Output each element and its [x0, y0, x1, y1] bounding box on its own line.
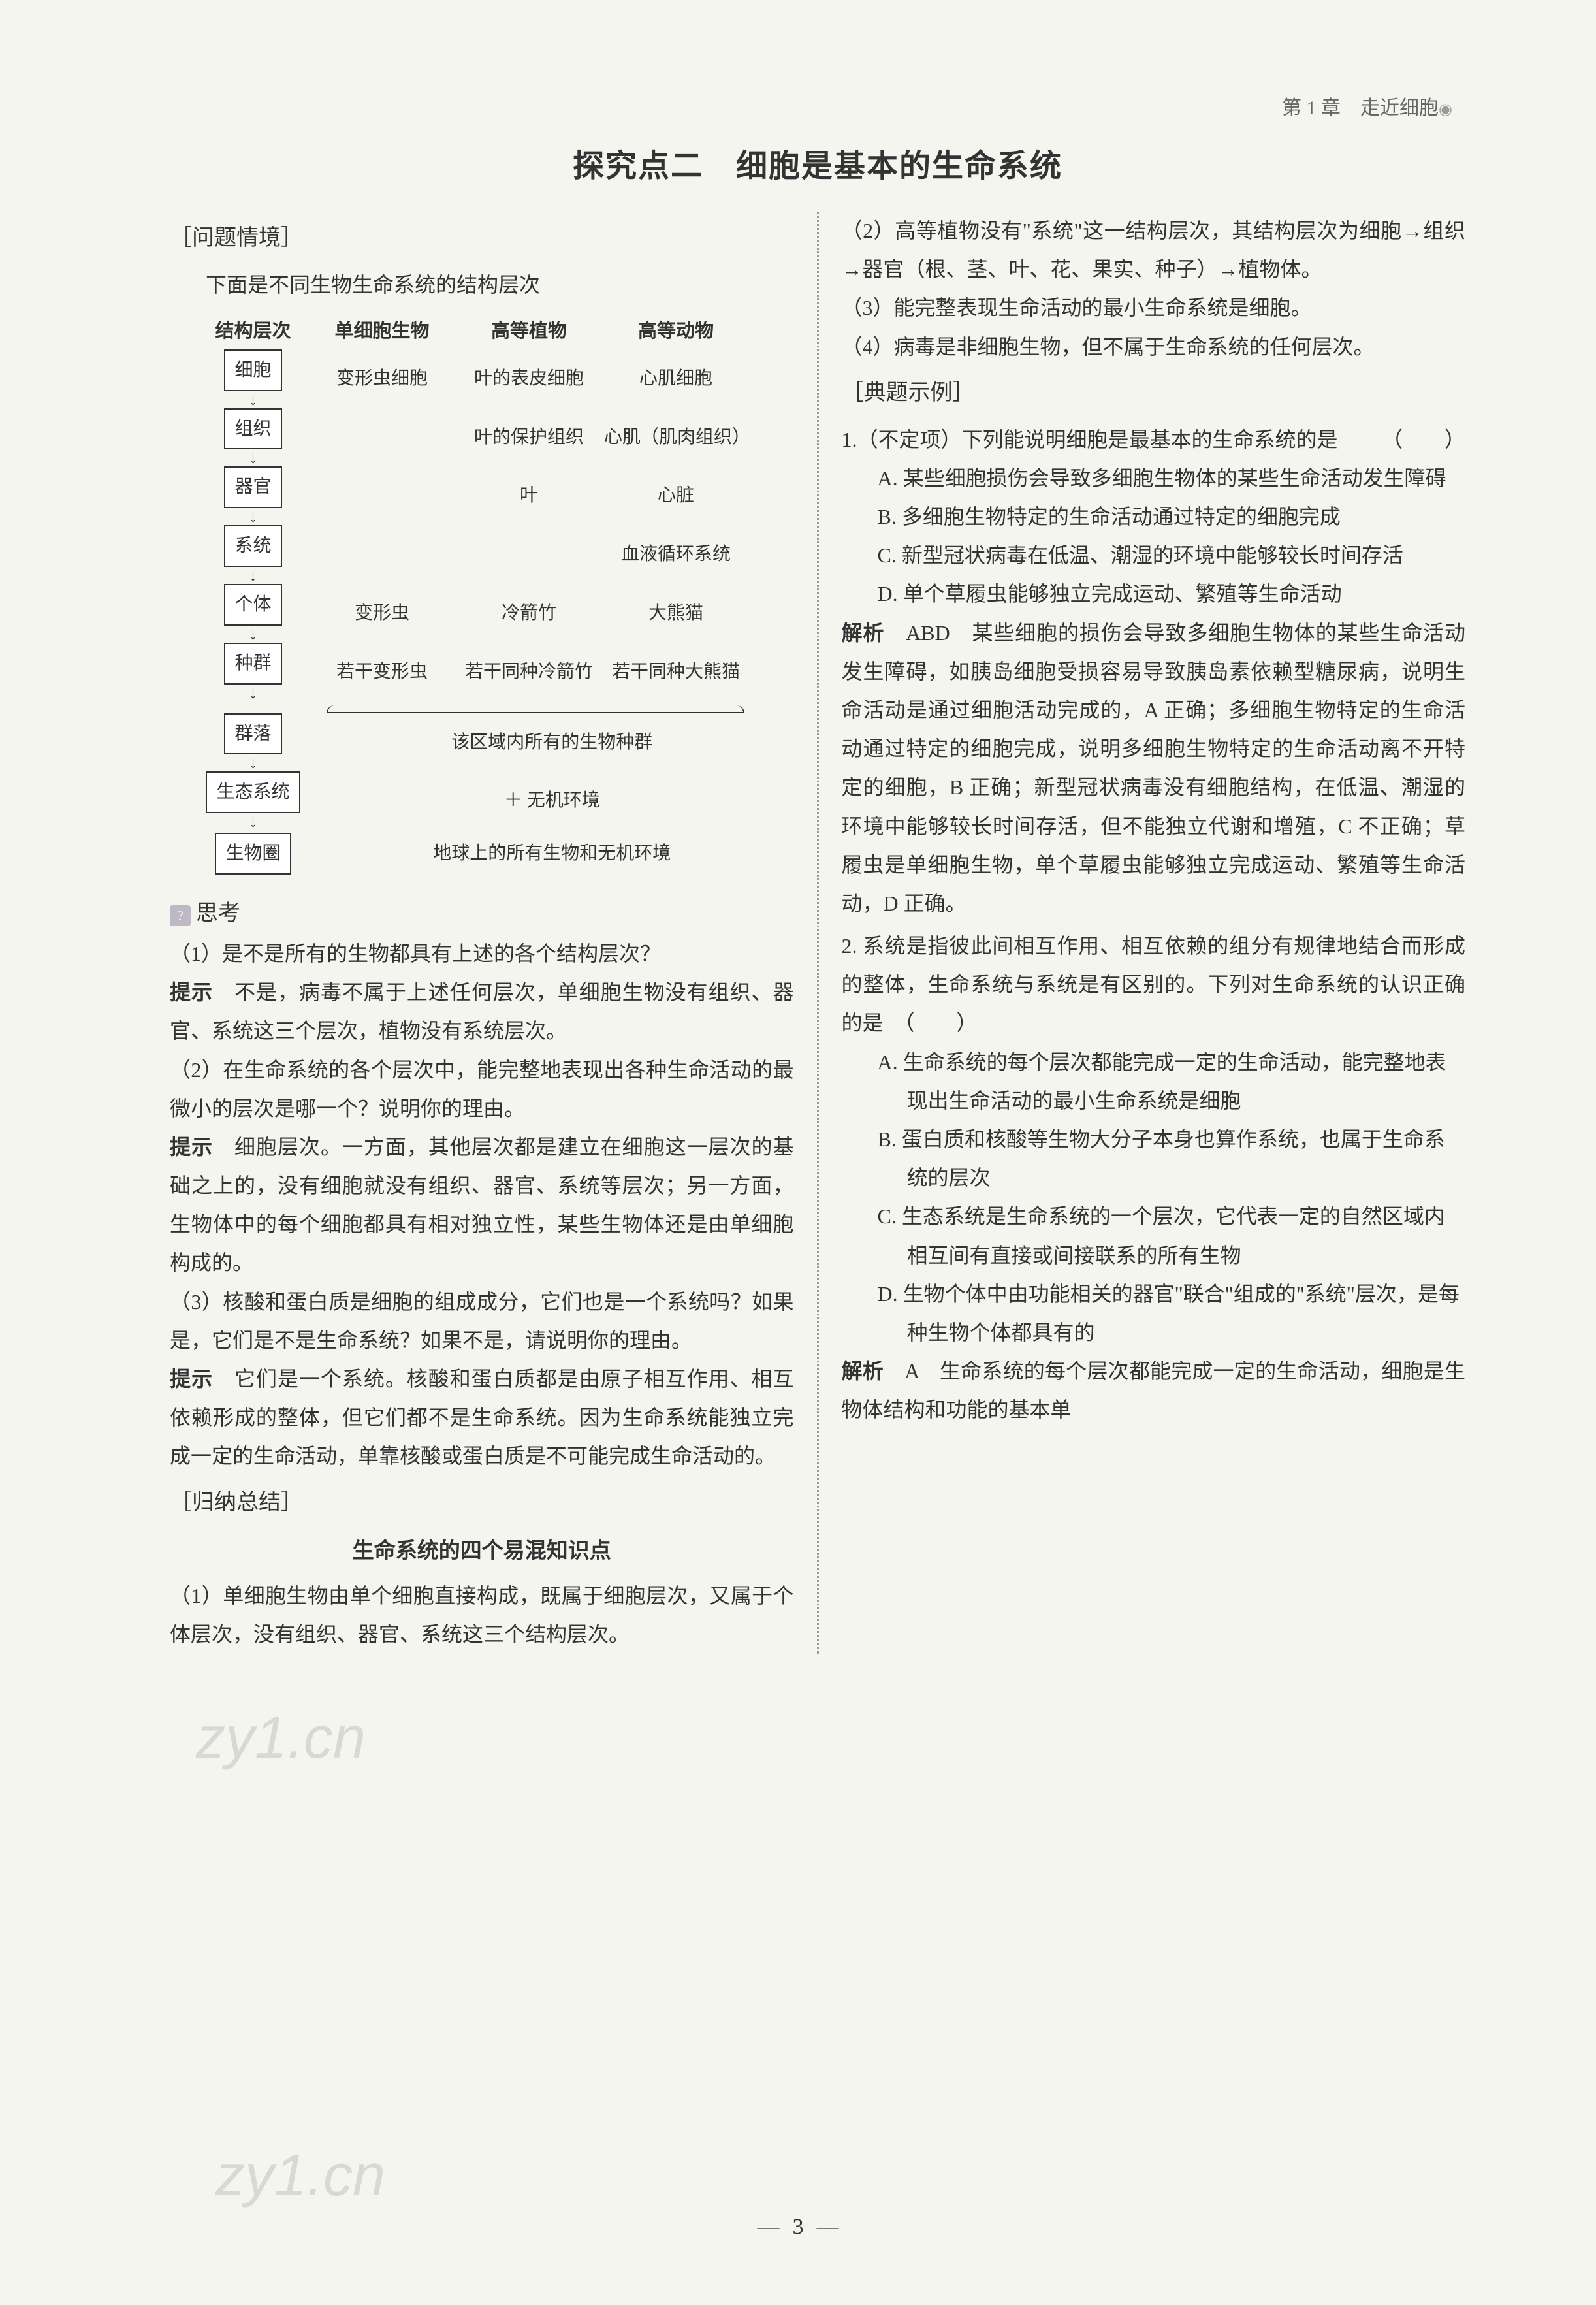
- down-arrow-icon: ↓: [249, 626, 257, 643]
- summary-p3: （3）能完整表现生命活动的最小生命系统是细胞。: [842, 289, 1466, 327]
- q1-stem: 1.（不定项）下列能说明细胞是最基本的生命系统的是 （ ）: [842, 421, 1466, 459]
- header-bullet: ◉: [1439, 101, 1452, 118]
- diagram-cell: 叶的保护组织: [454, 421, 604, 455]
- diagram-note: ＋ 无机环境: [310, 784, 794, 818]
- diagram-cell: 心肌（肌肉组织）: [604, 421, 748, 455]
- diagram-cell: 若干同种大熊猫: [604, 655, 748, 689]
- question-3: （3）核酸和蛋白质是细胞的组成成分，它们也是一个系统吗？如果是，它们是不是生命系…: [170, 1283, 794, 1360]
- diagram-note: 该区域内所有的生物种群: [310, 726, 794, 760]
- summary-p4: （4）病毒是非细胞生物，但不属于生命系统的任何层次。: [842, 328, 1466, 366]
- level-box: 组织: [224, 408, 281, 450]
- diagram-cell: 变形虫: [310, 596, 454, 630]
- diagram-cell: 心肌细胞: [604, 362, 748, 396]
- diagram-cell: 冷箭竹: [454, 596, 604, 630]
- down-arrow-icon: ↓: [249, 449, 257, 466]
- diagram-header: 结构层次: [196, 314, 310, 349]
- diagram-cell: 叶的表皮细胞: [454, 362, 604, 396]
- hint-label: 提示: [170, 980, 213, 1004]
- think-label: 思考: [196, 901, 240, 926]
- hint-text: 不是，病毒不属于上述任何层次，单细胞生物没有组织、器官、系统这三个层次，植物没有…: [170, 980, 793, 1042]
- diagram-cell: 变形虫细胞: [310, 362, 454, 396]
- main-title: 探究点二 细胞是基本的生命系统: [170, 140, 1465, 185]
- option-b: B. 蛋白质和核酸等生物大分子本身也算作系统，也属于生命系统的层次: [878, 1120, 1466, 1197]
- summary-p2: （2）高等植物没有"系统"这一结构层次，其结构层次为细胞→组织→器官（根、茎、叶…: [842, 212, 1466, 289]
- down-arrow-icon: ↓: [249, 391, 257, 408]
- down-arrow-icon: ↓: [249, 754, 257, 771]
- question-2: （2）在生命系统的各个层次中，能完整地表现出各种生命活动的最微小的层次是哪一个？…: [170, 1051, 794, 1128]
- option-c: C. 生态系统是生命系统的一个层次，它代表一定的自然区域内相互间有直接或间接联系…: [878, 1197, 1466, 1274]
- hint-3: 提示 它们是一个系统。核酸和蛋白质都是由原子相互作用、相互依赖形成的整体，但它们…: [170, 1360, 794, 1476]
- down-arrow-icon: ↓: [249, 508, 257, 525]
- context-intro: 下面是不同生物生命系统的结构层次: [206, 266, 794, 304]
- analysis-text: 某些细胞的损伤会导致多细胞生物体的某些生命活动发生障碍，如胰岛细胞受损容易导致胰…: [842, 621, 1466, 915]
- down-arrow-icon: ↓: [249, 685, 257, 701]
- summary-subtitle: 生命系统的四个易混知识点: [170, 1530, 794, 1570]
- diagram-cell: 大熊猫: [604, 596, 748, 630]
- q2-analysis: 解析 A 生命系统的每个层次都能完成一定的生命活动，细胞是生物体结构和功能的基本…: [842, 1352, 1466, 1429]
- analysis-label: 解析: [842, 1359, 884, 1383]
- hint-label: 提示: [170, 1367, 213, 1391]
- stem-text: 1.（不定项）下列能说明细胞是最基本的生命系统的是: [842, 428, 1338, 451]
- section-label-examples: ［典题示例］: [842, 373, 1466, 414]
- diagram-header: 单细胞生物: [310, 314, 454, 349]
- analysis-label: 解析: [842, 621, 885, 645]
- option-d: D. 生物个体中由功能相关的器官"联合"组成的"系统"层次，是每种生物个体都具有…: [878, 1275, 1466, 1352]
- analysis-answer: ABD: [906, 621, 950, 645]
- analysis-text: 生命系统的每个层次都能完成一定的生命活动，细胞是生物体结构和功能的基本单: [842, 1359, 1465, 1421]
- brace-icon: [327, 705, 744, 713]
- hint-text: 细胞层次。一方面，其他层次都是建立在细胞这一层次的基础之上的，没有细胞就没有组织…: [170, 1135, 794, 1275]
- diagram-cell: 若干变形虫: [310, 655, 454, 689]
- down-arrow-icon: ↓: [249, 567, 257, 584]
- hint-2: 提示 细胞层次。一方面，其他层次都是建立在细胞这一层次的基础之上的，没有细胞就没…: [170, 1128, 794, 1283]
- think-icon: ?: [170, 905, 191, 926]
- summary-p1: （1）单细胞生物由单个细胞直接构成，既属于细胞层次，又属于个体层次，没有组织、器…: [170, 1577, 794, 1654]
- level-box: 系统: [224, 525, 281, 567]
- chapter-header: 第 1 章 走近细胞◉: [170, 91, 1465, 120]
- diagram-cell: 叶: [454, 479, 604, 513]
- option-c: C. 新型冠状病毒在低温、潮湿的环境中能够较长时间存活: [878, 536, 1466, 575]
- level-box: 群落: [224, 713, 281, 755]
- hint-text: 它们是一个系统。核酸和蛋白质都是由原子相互作用、相互依赖形成的整体，但它们都不是…: [170, 1367, 794, 1468]
- example-q2: 2. 系统是指彼此间相互作用、相互依赖的组分有规律地结合而形成的整体，生命系统与…: [842, 927, 1466, 1429]
- right-column: （2）高等植物没有"系统"这一结构层次，其结构层次为细胞→组织→器官（根、茎、叶…: [822, 212, 1466, 1654]
- option-a: A. 某些细胞损伤会导致多细胞生物体的某些生命活动发生障碍: [878, 459, 1466, 498]
- option-a: A. 生命系统的每个层次都能完成一定的生命活动，能完整地表现出生命活动的最小生命…: [878, 1043, 1466, 1120]
- analysis-answer: A: [904, 1359, 918, 1383]
- chapter-title: 第 1 章 走近细胞: [1282, 97, 1439, 119]
- page-number-value: 3: [793, 2215, 804, 2239]
- diagram-header: 高等植物: [454, 314, 604, 349]
- think-heading: ?思考: [170, 894, 794, 935]
- left-column: ［问题情境］ 下面是不同生物生命系统的结构层次 结构层次 单细胞生物 高等植物 …: [170, 212, 814, 1654]
- level-box: 细胞: [224, 349, 281, 391]
- section-label-summary: ［归纳总结］: [170, 1483, 794, 1524]
- section-label-context: ［问题情境］: [170, 218, 794, 259]
- option-b: B. 多细胞生物特定的生命活动通过特定的细胞完成: [878, 498, 1466, 536]
- q2-stem: 2. 系统是指彼此间相互作用、相互依赖的组分有规律地结合而形成的整体，生命系统与…: [842, 927, 1466, 1043]
- hint-1: 提示 不是，病毒不属于上述任何层次，单细胞生物没有组织、器官、系统这三个层次，植…: [170, 973, 794, 1050]
- page-number: —3—: [0, 2215, 1596, 2240]
- level-box: 个体: [224, 584, 281, 626]
- diagram-note: 地球上的所有生物和无机环境: [310, 837, 794, 871]
- level-box: 生物圈: [215, 833, 291, 875]
- hint-label: 提示: [170, 1135, 213, 1159]
- diagram-cell: 心脏: [604, 479, 748, 513]
- example-q1: 1.（不定项）下列能说明细胞是最基本的生命系统的是 （ ） A. 某些细胞损伤会…: [842, 421, 1466, 923]
- answer-blank: （ ）: [1382, 421, 1465, 459]
- level-box: 种群: [224, 643, 281, 685]
- diagram-cell: 血液循环系统: [604, 538, 748, 572]
- question-1: （1）是不是所有的生物都具有上述的各个结构层次？: [170, 935, 794, 973]
- column-divider: [817, 212, 819, 1654]
- diagram-cell: 若干同种冷箭竹: [454, 655, 604, 689]
- q1-analysis: 解析 ABD 某些细胞的损伤会导致多细胞生物体的某些生命活动发生障碍，如胰岛细胞…: [842, 614, 1466, 924]
- option-d: D. 单个草履虫能够独立完成运动、繁殖等生命活动: [878, 575, 1466, 613]
- level-box: 生态系统: [206, 771, 300, 813]
- hierarchy-diagram: 结构层次 单细胞生物 高等植物 高等动物 细胞↓ 变形虫细胞 叶的表皮细胞 心肌…: [196, 314, 794, 877]
- diagram-header: 高等动物: [604, 314, 748, 349]
- level-box: 器官: [224, 466, 281, 508]
- down-arrow-icon: ↓: [249, 813, 257, 830]
